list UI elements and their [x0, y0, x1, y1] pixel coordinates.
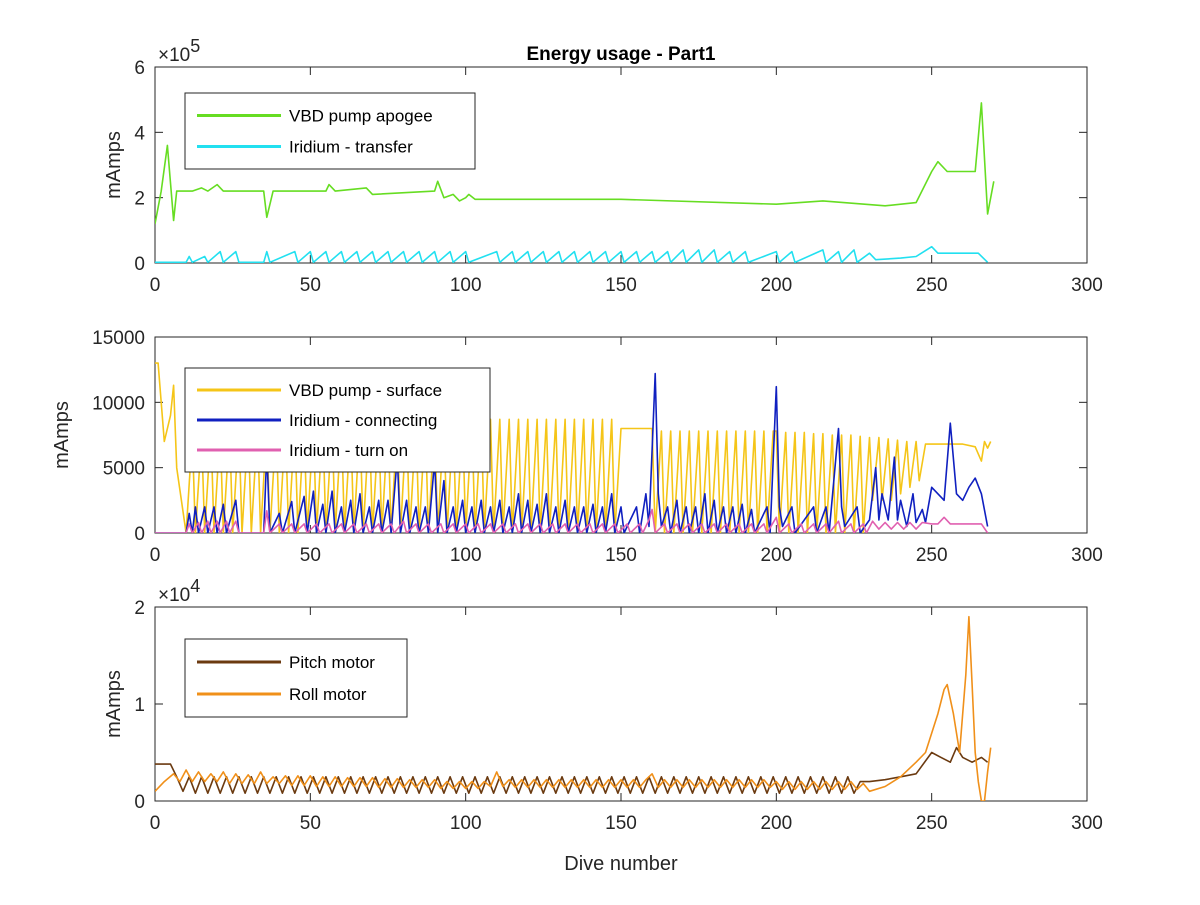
y-tick-label: 5000	[103, 459, 145, 480]
x-tick-label: 50	[300, 275, 321, 296]
x-tick-label: 0	[150, 545, 161, 566]
y-axis-label: mAmps	[103, 131, 125, 199]
x-tick-label: 200	[760, 275, 792, 296]
x-tick-label: 100	[450, 275, 482, 296]
x-tick-label: 150	[605, 275, 637, 296]
x-tick-label: 250	[916, 545, 948, 566]
x-tick-label: 200	[760, 545, 792, 566]
x-tick-label: 50	[300, 813, 321, 834]
series-group	[155, 615, 992, 801]
x-tick-label: 300	[1071, 813, 1103, 834]
series-group	[155, 102, 995, 263]
legend-entry-label: Iridium - connecting	[289, 411, 437, 430]
legend-entry-label: Pitch motor	[289, 653, 375, 672]
subplot-2: 0 50 100 150 200 250 300 0 5000 10000 15000 mAmps VB…	[51, 328, 1103, 566]
x-tick-label: 200	[760, 813, 792, 834]
series-line-iridium-turn-on	[155, 508, 989, 533]
x-tick-label: 300	[1071, 275, 1103, 296]
x-axis-label: Dive number	[564, 853, 678, 875]
x-tick-label: 100	[450, 545, 482, 566]
y-tick-label: 0	[134, 524, 145, 545]
subplot-1: 0 50 100 150 200 250 300 0 2 4 6 ×105 Energy usage -…	[103, 36, 1103, 296]
series-line-iridium-connecting	[155, 372, 989, 533]
x-tick-label: 50	[300, 545, 321, 566]
y-tick-label: 10000	[92, 393, 145, 414]
legend-entry-label: VBD pump apogee	[289, 107, 433, 126]
legend-box	[184, 92, 476, 170]
legend-entry-label: VBD pump - surface	[289, 381, 442, 400]
x-tick-label: 150	[605, 813, 637, 834]
y-tick-label: 4	[134, 123, 145, 144]
y-tick-label: 2	[134, 598, 145, 619]
series-line-vbd-pump-apogee	[155, 102, 995, 224]
legend-box	[184, 638, 408, 718]
y-tick-label: 6	[134, 58, 145, 79]
y-tick-label: 0	[134, 254, 145, 275]
x-tick-label: 0	[150, 275, 161, 296]
subplot-3: 0 50 100 150 200 250 300 0 1 2 ×104 mAmps Dive numbe…	[103, 576, 1103, 875]
chart-title: Energy usage - Part1	[526, 44, 715, 65]
x-tick-label: 300	[1071, 545, 1103, 566]
x-tick-label: 250	[916, 275, 948, 296]
y-exponent-label: ×105	[158, 36, 200, 66]
series-line-vbd-pump-surface	[155, 362, 992, 533]
y-exponent-label: ×104	[158, 576, 200, 606]
series-line-roll-motor	[155, 615, 992, 801]
y-tick-label: 0	[134, 792, 145, 813]
legend: VBD pump apogee Iridium - transfer	[184, 92, 476, 170]
legend: VBD pump - surface Iridium - connecting Ir…	[184, 367, 491, 473]
x-tick-label: 100	[450, 813, 482, 834]
x-tick-label: 150	[605, 545, 637, 566]
x-tick-label: 0	[150, 813, 161, 834]
legend: Pitch motor Roll motor	[184, 638, 408, 718]
y-axis-label: mAmps	[103, 670, 125, 738]
legend-entry-label: Iridium - transfer	[289, 138, 413, 157]
series-line-iridium-transfer	[155, 245, 989, 263]
x-tick-label: 250	[916, 813, 948, 834]
y-axis-label: mAmps	[51, 401, 73, 469]
y-tick-label: 2	[134, 189, 145, 210]
y-tick-label: 15000	[92, 328, 145, 349]
series-group	[155, 362, 992, 533]
y-tick-label: 1	[134, 695, 145, 716]
legend-entry-label: Roll motor	[289, 685, 367, 704]
legend-entry-label: Iridium - turn on	[289, 441, 408, 460]
